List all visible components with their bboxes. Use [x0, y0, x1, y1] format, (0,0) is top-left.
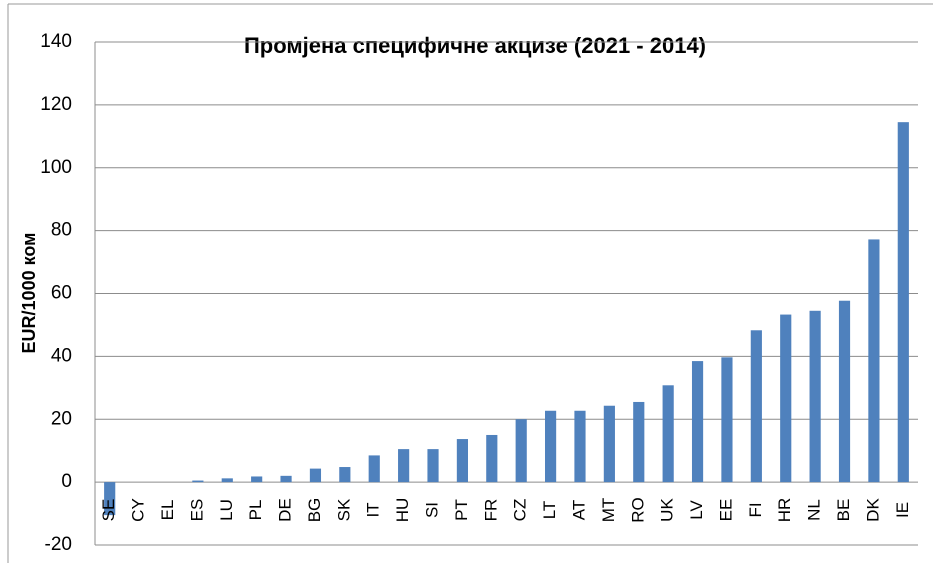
bar [427, 449, 439, 483]
y-tick-label: 120 [40, 94, 72, 115]
y-tick-label: 60 [51, 283, 72, 304]
bar [838, 300, 851, 483]
bar [691, 361, 704, 483]
y-tick-label: 100 [40, 157, 72, 178]
bar [633, 401, 645, 483]
y-tick-label: 80 [51, 220, 72, 241]
x-tick-label: BE [834, 499, 853, 522]
chart-title: Промјена специфичне акцизе (2021 - 2014) [244, 33, 706, 58]
bar [398, 449, 410, 483]
y-tick-label: -20 [45, 534, 72, 555]
x-tick-label: PL [246, 500, 265, 521]
x-tick-label: HU [393, 498, 412, 523]
x-tick-label: FI [746, 502, 765, 517]
bar [104, 482, 116, 516]
x-tick-label: ES [187, 499, 206, 522]
bar [368, 455, 380, 483]
x-tick-label: CZ [511, 499, 530, 522]
bar [750, 330, 762, 483]
x-tick-label: LT [540, 501, 559, 520]
bar [515, 419, 527, 483]
bar [309, 468, 322, 483]
x-tick-label: IE [893, 502, 912, 518]
bar [897, 122, 909, 483]
bar [809, 310, 821, 483]
x-tick-label: AT [569, 500, 588, 520]
x-tick-label: HR [775, 498, 794, 523]
bar [780, 314, 792, 483]
x-tick-label: CY [129, 498, 148, 522]
x-tick-label: NL [805, 499, 824, 521]
x-tick-label: BG [305, 498, 324, 523]
y-tick-label: 20 [51, 408, 72, 429]
bar [545, 410, 557, 483]
x-tick-label: DE [276, 498, 295, 522]
bar [721, 357, 733, 483]
x-tick-label: EE [716, 499, 735, 522]
bar [280, 475, 292, 483]
x-tick-label: UK [658, 498, 677, 522]
bar [662, 385, 674, 483]
bar [574, 410, 586, 483]
x-tick-label: RO [628, 497, 647, 523]
bar [603, 405, 615, 483]
y-tick-label: 140 [40, 31, 72, 52]
bar [868, 239, 880, 483]
bar [221, 478, 233, 483]
bar [192, 480, 204, 483]
x-tick-label: LU [217, 499, 236, 521]
bar [456, 439, 468, 483]
x-tick-label: DK [863, 498, 882, 522]
bar [339, 467, 351, 483]
x-tick-label: SI [423, 502, 442, 518]
x-tick-label: FR [481, 499, 500, 522]
x-tick-label: IT [364, 502, 383, 517]
x-tick-label: SE [99, 499, 118, 522]
y-axis-label: EUR/1000 ком [19, 233, 39, 354]
bar [251, 476, 263, 483]
x-tick-label: MT [599, 498, 618, 523]
x-tick-label: SK [334, 498, 353, 521]
y-tick-label: 40 [51, 345, 72, 366]
x-tick-label: LV [687, 500, 706, 520]
x-tick-label: PT [452, 499, 471, 521]
bar [486, 434, 498, 483]
y-tick-label: 0 [61, 471, 72, 492]
x-tick-label: EL [158, 500, 177, 521]
